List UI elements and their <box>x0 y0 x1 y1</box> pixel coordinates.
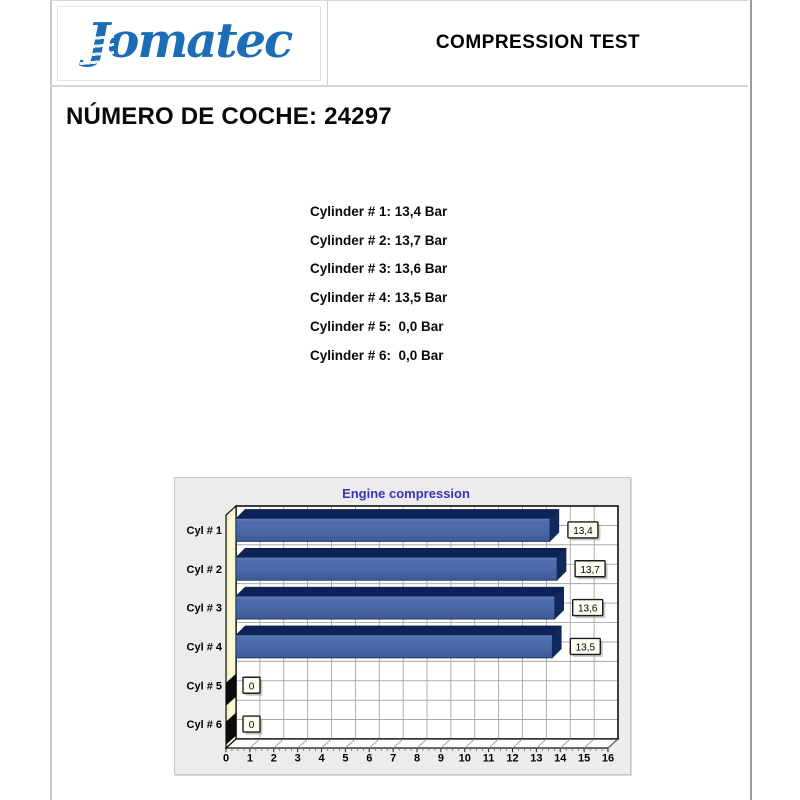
x-tick-label: 15 <box>578 753 590 765</box>
compression-chart-svg: 13,4 Cyl # 1 13,7 Cyl # 2 13,6 Cyl # 3 13,5 Cyl… <box>187 504 620 765</box>
zero-bar-mark <box>226 673 236 706</box>
bar-front-face <box>235 595 556 620</box>
category-label: Cyl # 6 <box>187 719 222 731</box>
bar-row-6: 0 Cyl # 6 <box>187 712 263 745</box>
jomatec-logo-text: Jomatec <box>86 12 294 69</box>
value-label-box <box>242 715 261 733</box>
cylinder-readings: Cylinder # 1: 13,4 Bar Cylinder # 2: 13,… <box>310 198 447 370</box>
logo-cell: Jomatec <box>50 1 328 85</box>
x-tick-label: 0 <box>223 753 229 765</box>
compression-chart: 13,4 Cyl # 1 13,7 Cyl # 2 13,6 Cyl # 3 13,5 Cyl… <box>175 478 630 774</box>
value-label: 13,7 <box>580 565 600 576</box>
document-border <box>50 0 752 800</box>
cylinder-reading-4: Cylinder # 4: 13,5 Bar <box>310 290 448 306</box>
jomatec-logo: Jomatec <box>57 6 321 81</box>
cylinder-reading-2: Cylinder # 2: 13,7 Bar <box>310 232 448 248</box>
category-label: Cyl # 3 <box>187 603 222 615</box>
car-number-heading: NÚMERO DE COCHE: 24297 <box>66 103 392 130</box>
report-header: Jomatec COMPRESSION TEST <box>50 0 748 87</box>
x-tick-label: 9 <box>438 753 444 765</box>
compression-chart-panel: 13,4 Cyl # 1 13,7 Cyl # 2 13,6 Cyl # 3 13,5 Cyl… <box>174 477 631 775</box>
x-tick-label: 7 <box>390 753 396 765</box>
bar-front-face <box>235 634 553 659</box>
x-tick-label: 11 <box>483 753 495 765</box>
bar-front-face <box>235 518 551 542</box>
value-label: 13,4 <box>573 526 593 537</box>
bar-top-face <box>235 548 567 558</box>
cylinder-reading-3: Cylinder # 3: 13,6 Bar <box>310 261 448 277</box>
bar-top-face <box>235 509 560 519</box>
value-label-box <box>574 560 606 578</box>
chart-left-wall <box>225 504 237 750</box>
bar-row-5: 0 Cyl # 5 <box>187 673 263 706</box>
zero-bar-mark <box>226 712 236 745</box>
bar-row-2: 13,7 Cyl # 2 <box>187 547 608 581</box>
x-tick-label: 16 <box>602 753 614 765</box>
report-title: COMPRESSION TEST <box>435 32 641 53</box>
x-tick-label: 12 <box>506 753 518 765</box>
bar-front-face <box>235 556 558 581</box>
bar-row-4: 13,5 Cyl # 4 <box>187 625 603 659</box>
x-tick-label: 2 <box>271 753 277 765</box>
bar-row-3: 13,6 Cyl # 3 <box>187 586 606 620</box>
x-tick-label: 6 <box>366 753 372 765</box>
chart-title: Engine compression <box>342 486 470 501</box>
x-tick-label: 4 <box>318 753 325 765</box>
category-label: Cyl # 5 <box>187 680 222 692</box>
value-label-box <box>572 598 604 617</box>
value-label-box <box>569 637 602 656</box>
x-tick-label: 14 <box>554 753 567 765</box>
title-cell: COMPRESSION TEST <box>328 1 748 85</box>
cylinder-reading-5: Cylinder # 5: 0,0 Bar <box>310 318 444 334</box>
value-label-box <box>567 521 599 539</box>
x-tick-label: 5 <box>342 753 348 765</box>
value-label: 0 <box>249 720 255 731</box>
bar-top-face <box>235 586 565 597</box>
category-label: Cyl # 1 <box>187 525 222 537</box>
cylinder-reading-6: Cylinder # 6: 0,0 Bar <box>310 347 444 363</box>
cylinder-reading-1: Cylinder # 1: 13,4 Bar <box>310 204 448 219</box>
x-tick-label: 3 <box>295 753 301 765</box>
x-tick-label: 1 <box>247 753 253 765</box>
category-label: Cyl # 4 <box>187 641 223 653</box>
value-label-box <box>242 676 261 694</box>
value-label: 13,5 <box>576 642 596 653</box>
category-label: Cyl # 2 <box>187 564 222 576</box>
value-label: 13,6 <box>578 604 598 615</box>
value-label: 0 <box>249 681 255 692</box>
bar-row-1: 13,4 Cyl # 1 <box>187 508 601 543</box>
bar-top-face <box>235 625 562 636</box>
x-tick-label: 8 <box>414 753 420 765</box>
x-tick-label: 13 <box>530 753 542 765</box>
x-tick-label: 10 <box>459 753 471 765</box>
